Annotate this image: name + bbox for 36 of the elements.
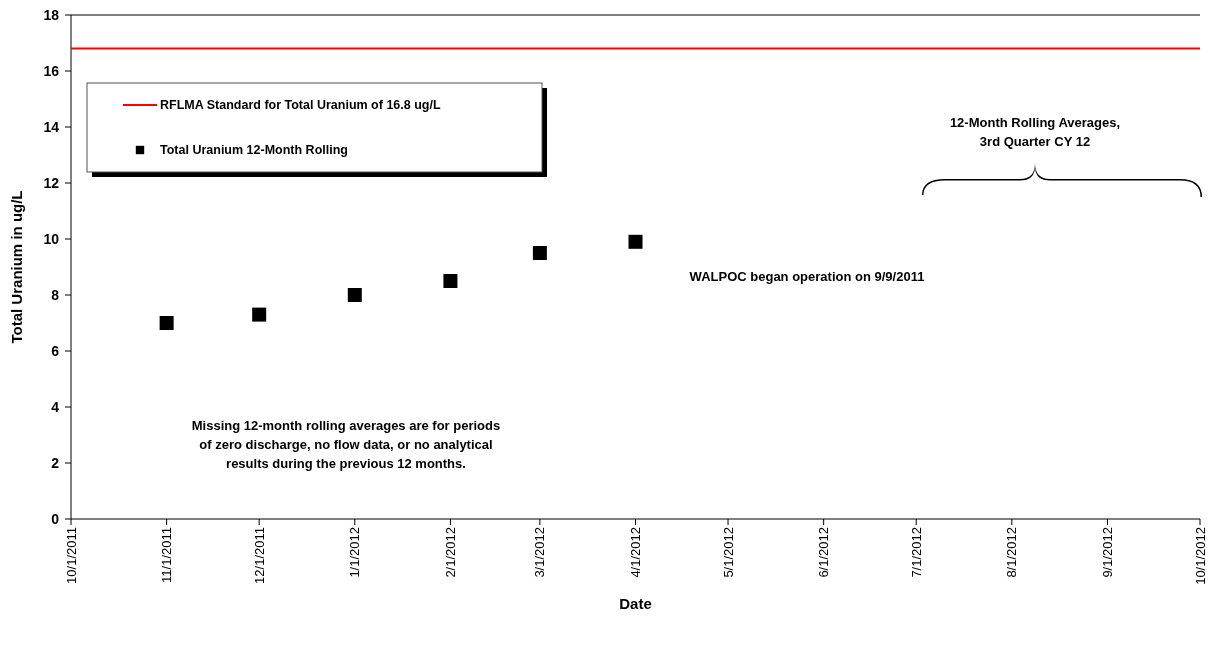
x-tick-label: 7/1/2012 — [908, 527, 924, 578]
y-tick-label: 6 — [51, 342, 60, 359]
x-tick-label: 6/1/2012 — [816, 527, 832, 578]
x-tick-label: 10/1/2011 — [63, 527, 79, 584]
y-tick-label: 2 — [51, 454, 60, 471]
x-axis-title: Date — [619, 595, 652, 612]
point — [252, 307, 267, 322]
annotation: WALPOC began operation on 9/9/2011 — [689, 269, 925, 284]
legend-label: RFLMA Standard for Total Uranium of 16.8 ug/L — [160, 98, 441, 113]
x-tick-label: 1/1/2012 — [347, 527, 363, 578]
annotation: 12-Month Rolling Averages, 3rd Quarter CY 12 — [949, 115, 1121, 149]
y-tick-label: 18 — [43, 6, 60, 23]
x-tick-label: 12/1/2011 — [251, 527, 267, 584]
x-tick-label: 4/1/2012 — [628, 527, 644, 578]
x-tick-label: 5/1/2012 — [720, 527, 736, 578]
x-tick-label: 11/1/2011 — [159, 527, 175, 583]
y-tick-label: 12 — [43, 174, 60, 191]
y-axis-title: Total Uranium in ug/L — [8, 190, 25, 344]
x-tick-label: 3/1/2012 — [532, 527, 548, 578]
y-tick-label: 10 — [43, 230, 60, 247]
point — [532, 246, 547, 260]
x-tick-label: 2/1/2012 — [442, 527, 458, 578]
point — [628, 234, 643, 249]
x-tick-label: 9/1/2012 — [1100, 527, 1116, 578]
y-tick-label: 16 — [43, 62, 60, 79]
point — [443, 274, 458, 288]
annotation: Missing 12-month rolling averages are for periods of zero discharge, no flow data, or no analytical results during the previous 12 months. — [191, 418, 501, 471]
x-tick-label: 10/1/2012 — [1192, 527, 1208, 585]
y-tick-label: 0 — [51, 510, 60, 527]
y-tick-label: 14 — [43, 118, 60, 135]
x-tick-label: 8/1/2012 — [1004, 527, 1020, 578]
legend-label: Total Uranium 12-Month Rolling — [160, 143, 348, 158]
point — [347, 288, 362, 302]
point — [159, 316, 174, 330]
y-tick-label: 8 — [51, 286, 60, 303]
y-tick-label: 4 — [51, 398, 60, 415]
